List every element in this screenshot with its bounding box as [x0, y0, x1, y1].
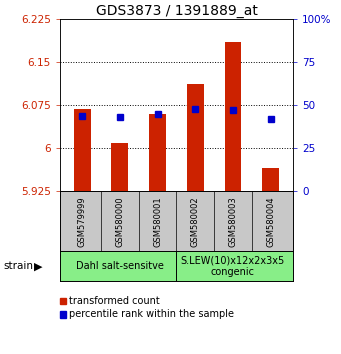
- Bar: [74, 109, 91, 191]
- Text: GSM580003: GSM580003: [228, 196, 237, 247]
- Text: S.LEW(10)x12x2x3x5
congenic: S.LEW(10)x12x2x3x5 congenic: [181, 256, 285, 277]
- Text: GSM580001: GSM580001: [153, 196, 162, 247]
- Bar: [224, 42, 241, 191]
- Title: GDS3873 / 1391889_at: GDS3873 / 1391889_at: [95, 5, 257, 18]
- Bar: [112, 143, 129, 191]
- Text: GSM579999: GSM579999: [78, 196, 87, 247]
- Text: percentile rank within the sample: percentile rank within the sample: [69, 309, 234, 319]
- Text: GSM580004: GSM580004: [266, 196, 275, 247]
- Text: transformed count: transformed count: [69, 296, 160, 306]
- Bar: [187, 84, 204, 191]
- Text: strain: strain: [3, 261, 33, 272]
- Text: Dahl salt-sensitve: Dahl salt-sensitve: [76, 261, 164, 272]
- Text: ▶: ▶: [34, 261, 43, 272]
- Text: GSM580000: GSM580000: [116, 196, 124, 247]
- Text: GSM580002: GSM580002: [191, 196, 200, 247]
- Bar: [149, 114, 166, 191]
- Bar: [262, 168, 279, 191]
